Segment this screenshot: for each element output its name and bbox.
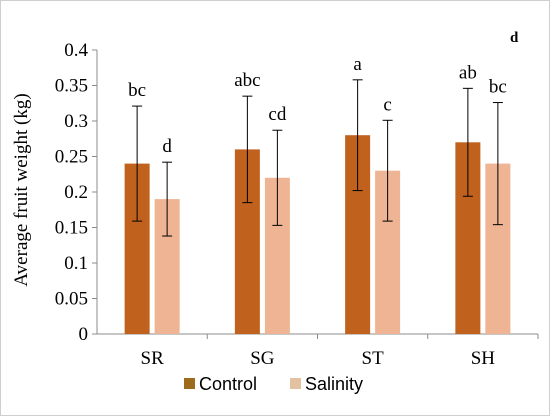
legend-swatch-salinity [290, 378, 301, 389]
y-tick-label: 0.2 [64, 182, 88, 203]
x-tick-label: SG [250, 348, 275, 369]
panel-label: d [510, 30, 519, 46]
legend-label-salinity: Salinity [305, 374, 363, 394]
x-tick-label: SR [141, 348, 165, 369]
y-tick-label: 0 [79, 324, 89, 345]
significance-letter: ab [459, 62, 477, 83]
x-tick-label: SH [471, 348, 496, 369]
significance-letter: c [383, 94, 391, 115]
y-axis-label: Average fruit weight (kg) [11, 93, 32, 286]
y-tick-label: 0.15 [55, 218, 88, 239]
y-tick-label: 0.4 [64, 40, 88, 61]
significance-letter: abc [234, 70, 260, 91]
y-tick-label: 0.3 [64, 111, 88, 132]
significance-letter: bc [489, 77, 507, 98]
y-tick-label: 0.1 [64, 253, 88, 274]
significance-letter: cd [268, 104, 286, 125]
y-tick-label: 0.35 [55, 76, 88, 97]
legend-label-control: Control [199, 374, 257, 394]
significance-letter: bc [128, 80, 146, 101]
x-tick-label: ST [362, 348, 385, 369]
significance-letter: d [162, 136, 172, 157]
significance-letter: a [353, 54, 362, 75]
y-tick-label: 0.25 [55, 147, 88, 168]
legend: Control Salinity [184, 374, 363, 394]
legend-swatch-control [184, 378, 195, 389]
y-tick-label: 0.05 [55, 289, 88, 310]
plot-area: 00.050.10.150.20.250.30.350.4SRbcdSGabcc… [55, 40, 539, 369]
